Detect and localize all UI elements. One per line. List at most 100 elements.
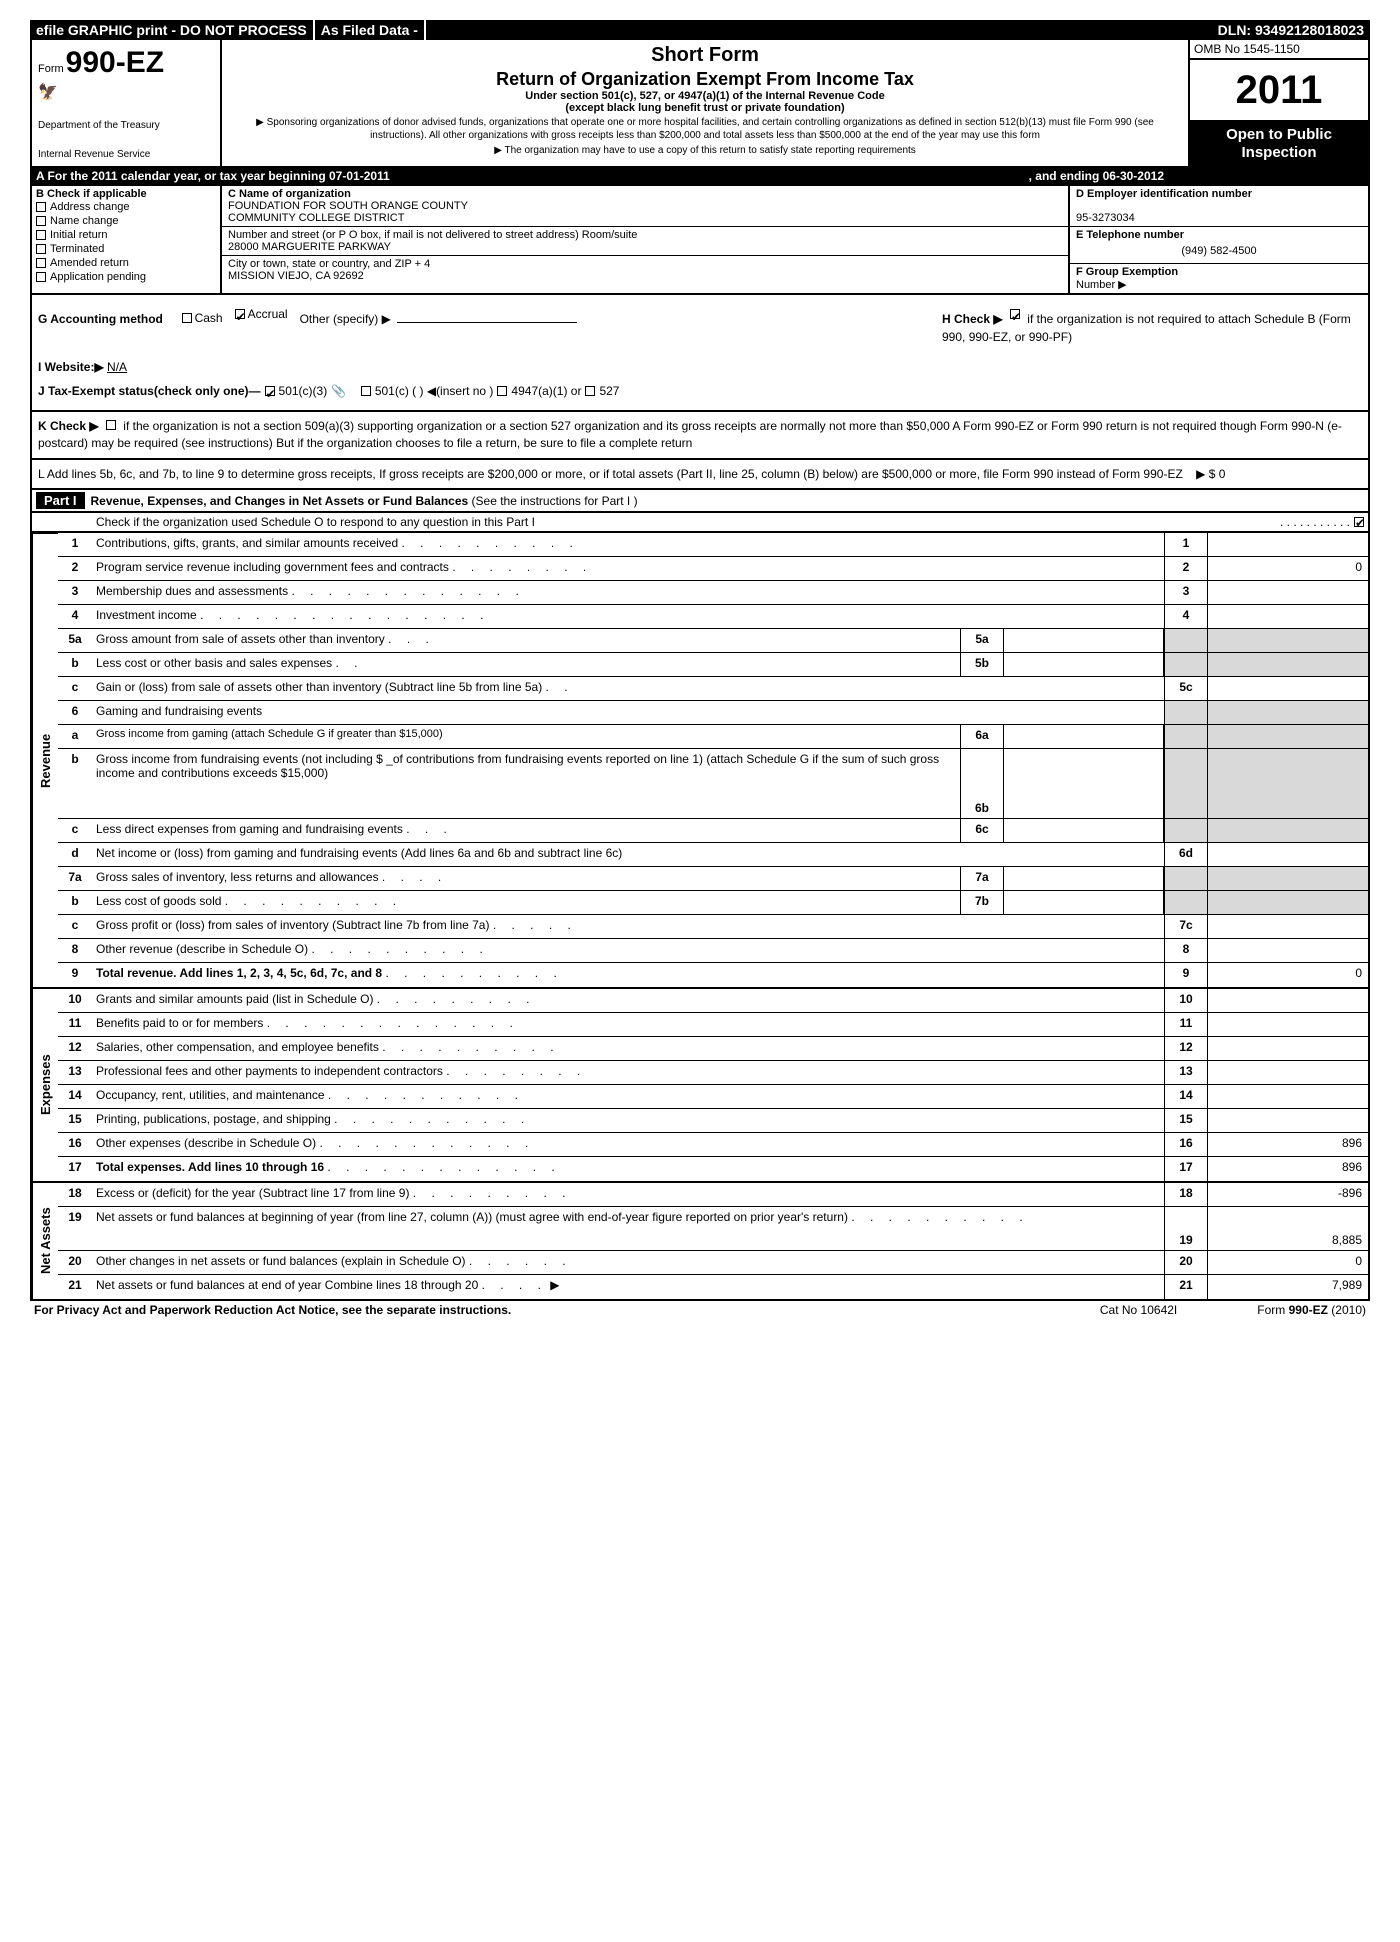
line-7c-amt bbox=[1208, 915, 1368, 938]
part-1-title: Revenue, Expenses, and Changes in Net As… bbox=[91, 494, 638, 508]
527-label: 527 bbox=[599, 382, 619, 400]
irs-label: Internal Revenue Service bbox=[38, 149, 214, 160]
schedule-o-checkbox[interactable] bbox=[1354, 517, 1364, 527]
d-label: D Employer identification number bbox=[1076, 188, 1252, 200]
column-def: D Employer identification number 95-3273… bbox=[1068, 186, 1368, 293]
line-9-desc: Total revenue. Add lines 1, 2, 3, 4, 5c,… bbox=[96, 966, 382, 980]
501c3-checkbox[interactable] bbox=[265, 386, 275, 396]
form-label: Form bbox=[38, 63, 64, 75]
city-label: City or town, state or country, and ZIP … bbox=[228, 258, 430, 270]
line-5a-desc: Gross amount from sale of assets other t… bbox=[96, 632, 385, 646]
inspection-label: Inspection bbox=[1194, 144, 1364, 162]
line-11-desc: Benefits paid to or for members bbox=[96, 1016, 263, 1030]
efile-label: efile GRAPHIC print - DO NOT PROCESS bbox=[30, 20, 313, 40]
short-form-title: Short Form bbox=[228, 44, 1182, 67]
initial-return-label: Initial return bbox=[50, 229, 107, 241]
line-4-amt bbox=[1208, 605, 1368, 628]
4947-checkbox[interactable] bbox=[497, 386, 507, 396]
h-text: if the organization is not required to a… bbox=[942, 312, 1351, 344]
b-label: B Check if applicable bbox=[36, 188, 216, 200]
l-amount: ▶ $ 0 bbox=[1196, 467, 1225, 481]
other-specify-input[interactable] bbox=[397, 322, 577, 323]
line-6d-amt bbox=[1208, 843, 1368, 866]
attachment-icon: 📎 bbox=[331, 382, 346, 400]
line-12-desc: Salaries, other compensation, and employ… bbox=[96, 1040, 379, 1054]
name-change-checkbox[interactable] bbox=[36, 216, 46, 226]
line-19-amt: 8,885 bbox=[1208, 1207, 1368, 1250]
column-c: C Name of organization FOUNDATION FOR SO… bbox=[222, 186, 1068, 293]
line-18-amt: -896 bbox=[1208, 1183, 1368, 1206]
application-pending-label: Application pending bbox=[50, 271, 146, 283]
net-assets-sidebar: Net Assets bbox=[32, 1183, 58, 1299]
accrual-checkbox[interactable] bbox=[235, 309, 245, 319]
header-right: OMB No 1545-1150 2011 Open to Public Ins… bbox=[1188, 40, 1368, 166]
header-note-2: ▶ The organization may have to use a cop… bbox=[228, 144, 1182, 157]
f-label-2: Number ▶ bbox=[1076, 279, 1127, 291]
omb-number: OMB No 1545-1150 bbox=[1190, 40, 1368, 60]
header-left: Form 990-EZ 🦅 Department of the Treasury… bbox=[32, 40, 222, 166]
line-3-desc: Membership dues and assessments bbox=[96, 584, 288, 598]
h-checkbox[interactable] bbox=[1010, 309, 1020, 319]
irs-seal-icon: 🦅 bbox=[38, 82, 214, 102]
name-change-label: Name change bbox=[50, 215, 119, 227]
4947-label: 4947(a)(1) or bbox=[511, 382, 581, 400]
k-label: K Check ▶ bbox=[38, 419, 99, 433]
as-filed-label: As Filed Data - bbox=[313, 20, 426, 40]
line-2-amt: 0 bbox=[1208, 557, 1368, 580]
line-15-amt bbox=[1208, 1109, 1368, 1132]
ein-value: 95-3273034 bbox=[1076, 212, 1135, 224]
meta-block: B Check if applicable Address change Nam… bbox=[30, 186, 1370, 295]
line-6c-desc: Less direct expenses from gaming and fun… bbox=[96, 822, 403, 836]
initial-return-checkbox[interactable] bbox=[36, 230, 46, 240]
column-b: B Check if applicable Address change Nam… bbox=[32, 186, 222, 293]
k-checkbox[interactable] bbox=[106, 420, 116, 430]
revenue-sidebar: Revenue bbox=[32, 533, 58, 987]
line-7c-desc: Gross profit or (loss) from sales of inv… bbox=[96, 918, 489, 932]
line-21-desc: Net assets or fund balances at end of ye… bbox=[96, 1278, 478, 1292]
line-15-desc: Printing, publications, postage, and shi… bbox=[96, 1112, 331, 1126]
terminated-checkbox[interactable] bbox=[36, 244, 46, 254]
line-6a-desc: Gross income from gaming (attach Schedul… bbox=[96, 728, 443, 740]
h-label: H Check ▶ bbox=[942, 312, 1003, 326]
c-label: C Name of organization bbox=[228, 188, 351, 200]
notes-l: L Add lines 5b, 6c, and 7b, to line 9 to… bbox=[30, 460, 1370, 491]
501c-checkbox[interactable] bbox=[361, 386, 371, 396]
accrual-label: Accrual bbox=[248, 305, 288, 323]
line-6-desc: Gaming and fundraising events bbox=[96, 704, 262, 718]
l-text: L Add lines 5b, 6c, and 7b, to line 9 to… bbox=[38, 467, 1183, 481]
line-14-desc: Occupancy, rent, utilities, and maintena… bbox=[96, 1088, 325, 1102]
line-16-desc: Other expenses (describe in Schedule O) bbox=[96, 1136, 316, 1150]
website-value: N/A bbox=[107, 360, 127, 374]
dept-treasury: Department of the Treasury bbox=[38, 120, 214, 131]
line-5c-amt bbox=[1208, 677, 1368, 700]
cash-checkbox[interactable] bbox=[182, 313, 192, 323]
i-label: I Website:▶ bbox=[38, 360, 104, 374]
row-a-begin: A For the 2011 calendar year, or tax yea… bbox=[36, 169, 390, 183]
row-a-calendar-year: A For the 2011 calendar year, or tax yea… bbox=[30, 168, 1370, 186]
form-footer: For Privacy Act and Paperwork Reduction … bbox=[30, 1301, 1370, 1319]
line-5b-desc: Less cost or other basis and sales expen… bbox=[96, 656, 332, 670]
line-11-amt bbox=[1208, 1013, 1368, 1036]
tax-year: 2011 bbox=[1190, 60, 1368, 122]
expenses-section: Expenses 10Grants and similar amounts pa… bbox=[30, 989, 1370, 1183]
address-change-checkbox[interactable] bbox=[36, 202, 46, 212]
501c-label: 501(c) ( ) ◀(insert no ) bbox=[375, 382, 494, 400]
line-17-desc: Total expenses. Add lines 10 through 16 bbox=[96, 1160, 324, 1174]
527-checkbox[interactable] bbox=[585, 386, 595, 396]
application-pending-checkbox[interactable] bbox=[36, 272, 46, 282]
line-13-desc: Professional fees and other payments to … bbox=[96, 1064, 443, 1078]
open-public-label: Open to Public bbox=[1194, 126, 1364, 144]
line-6b-desc: Gross income from fundraising events (no… bbox=[96, 752, 939, 780]
form-header: Form 990-EZ 🦅 Department of the Treasury… bbox=[30, 40, 1370, 168]
address-label: Number and street (or P O box, if mail i… bbox=[228, 229, 637, 241]
top-bar: efile GRAPHIC print - DO NOT PROCESS As … bbox=[30, 20, 1370, 40]
privacy-notice: For Privacy Act and Paperwork Reduction … bbox=[34, 1303, 511, 1317]
part-1-header: Part I Revenue, Expenses, and Changes in… bbox=[30, 490, 1370, 513]
line-10-amt bbox=[1208, 989, 1368, 1012]
terminated-label: Terminated bbox=[50, 243, 104, 255]
line-12-amt bbox=[1208, 1037, 1368, 1060]
line-20-desc: Other changes in net assets or fund bala… bbox=[96, 1254, 466, 1268]
revenue-sidebar-label: Revenue bbox=[33, 533, 58, 987]
line-1-amt bbox=[1208, 533, 1368, 556]
amended-return-checkbox[interactable] bbox=[36, 258, 46, 268]
